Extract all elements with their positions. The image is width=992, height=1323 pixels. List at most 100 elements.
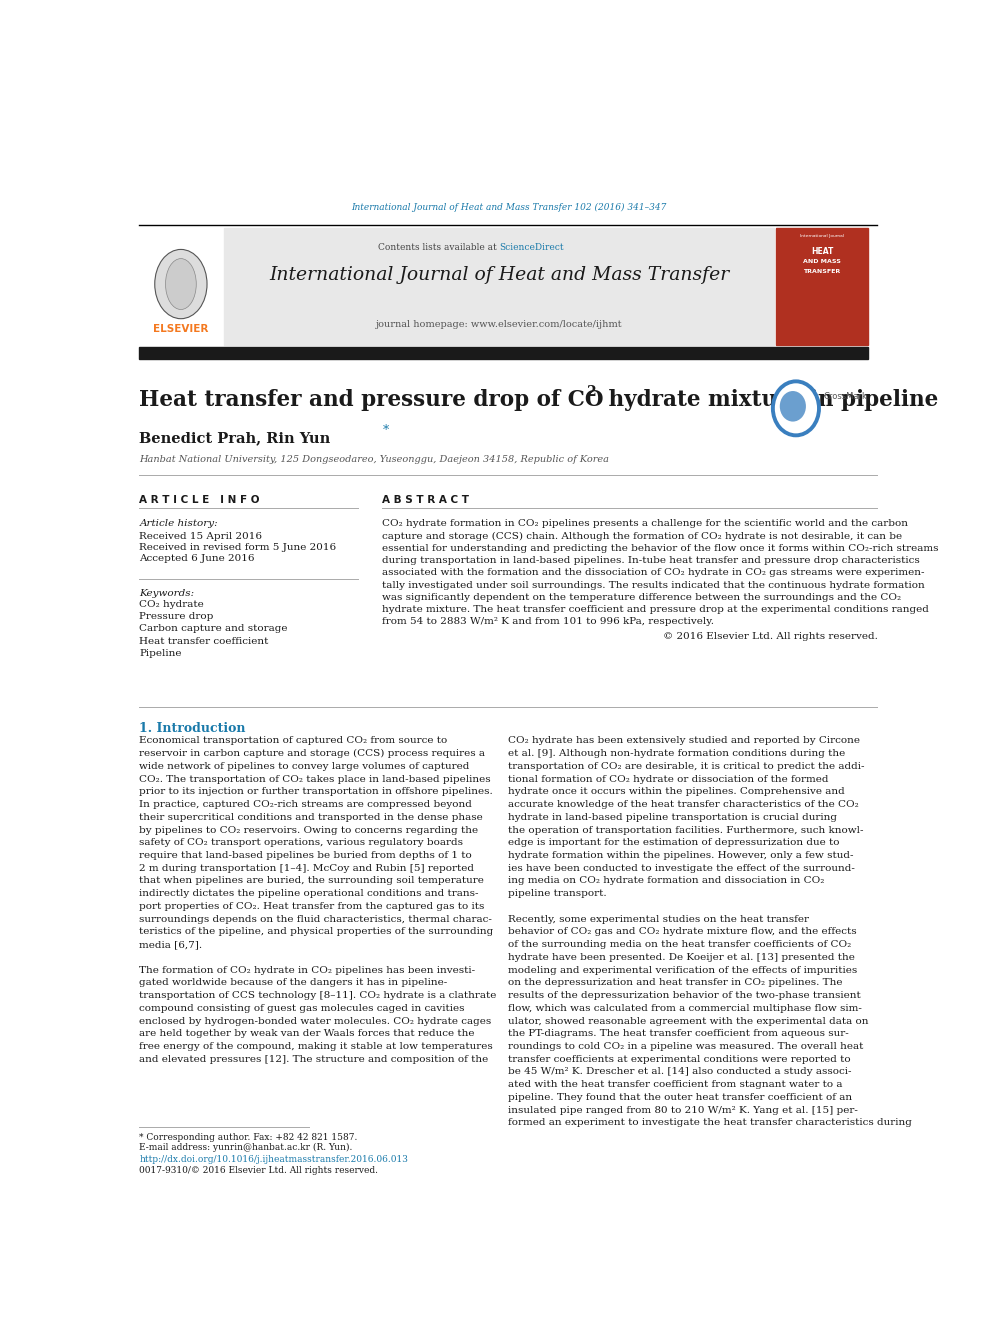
- Text: Article history:: Article history:: [139, 520, 218, 528]
- Text: pipeline. They found that the outer heat transfer coefficient of an: pipeline. They found that the outer heat…: [509, 1093, 852, 1102]
- Text: International Journal of Heat and Mass Transfer 102 (2016) 341–347: International Journal of Heat and Mass T…: [351, 202, 666, 212]
- Text: ated with the heat transfer coefficient from stagnant water to a: ated with the heat transfer coefficient …: [509, 1080, 843, 1089]
- Text: International Journal of Heat and Mass Transfer: International Journal of Heat and Mass T…: [269, 266, 729, 283]
- Text: The formation of CO₂ hydrate in CO₂ pipelines has been investi-: The formation of CO₂ hydrate in CO₂ pipe…: [139, 966, 475, 975]
- Text: of the surrounding media on the heat transfer coefficients of CO₂: of the surrounding media on the heat tra…: [509, 941, 852, 949]
- Text: ulator, showed reasonable agreement with the experimental data on: ulator, showed reasonable agreement with…: [509, 1016, 869, 1025]
- Text: Recently, some experimental studies on the heat transfer: Recently, some experimental studies on t…: [509, 914, 809, 923]
- Text: hydrate have been presented. De Koeijer et al. [13] presented the: hydrate have been presented. De Koeijer …: [509, 953, 855, 962]
- Text: Pipeline: Pipeline: [139, 648, 182, 658]
- Text: capture and storage (CCS) chain. Although the formation of CO₂ hydrate is not de: capture and storage (CCS) chain. Althoug…: [382, 532, 902, 541]
- Text: HEAT: HEAT: [810, 247, 833, 257]
- Text: gated worldwide because of the dangers it has in pipeline-: gated worldwide because of the dangers i…: [139, 978, 447, 987]
- Text: associated with the formation and the dissociation of CO₂ hydrate in CO₂ gas str: associated with the formation and the di…: [382, 569, 925, 577]
- Ellipse shape: [166, 258, 196, 310]
- Text: port properties of CO₂. Heat transfer from the captured gas to its: port properties of CO₂. Heat transfer fr…: [139, 902, 485, 912]
- Text: ies have been conducted to investigate the effect of the surround-: ies have been conducted to investigate t…: [509, 864, 855, 873]
- Text: from 54 to 2883 W/m² K and from 101 to 996 kPa, respectively.: from 54 to 2883 W/m² K and from 101 to 9…: [382, 617, 713, 626]
- Text: safety of CO₂ transport operations, various regulatory boards: safety of CO₂ transport operations, vari…: [139, 839, 463, 847]
- Text: *: *: [382, 423, 389, 437]
- Text: CO₂ hydrate has been extensively studied and reported by Circone: CO₂ hydrate has been extensively studied…: [509, 737, 860, 745]
- Text: enclosed by hydrogen-bonded water molecules. CO₂ hydrate cages: enclosed by hydrogen-bonded water molecu…: [139, 1016, 492, 1025]
- Text: flow, which was calculated from a commercial multiphase flow sim-: flow, which was calculated from a commer…: [509, 1004, 862, 1013]
- Text: ScienceDirect: ScienceDirect: [499, 243, 563, 253]
- Text: pipeline transport.: pipeline transport.: [509, 889, 607, 898]
- Text: A B S T R A C T: A B S T R A C T: [382, 495, 468, 505]
- Text: hydrate once it occurs within the pipelines. Comprehensive and: hydrate once it occurs within the pipeli…: [509, 787, 845, 796]
- Text: reservoir in carbon capture and storage (CCS) process requires a: reservoir in carbon capture and storage …: [139, 749, 485, 758]
- Text: Keywords:: Keywords:: [139, 589, 194, 598]
- Ellipse shape: [780, 392, 806, 422]
- Text: during transportation in land-based pipelines. In-tube heat transfer and pressur: during transportation in land-based pipe…: [382, 556, 920, 565]
- Text: media [6,7].: media [6,7].: [139, 941, 202, 949]
- Text: et al. [9]. Although non-hydrate formation conditions during the: et al. [9]. Although non-hydrate formati…: [509, 749, 845, 758]
- Text: modeling and experimental verification of the effects of impurities: modeling and experimental verification o…: [509, 966, 858, 975]
- Text: hydrate formation within the pipelines. However, only a few stud-: hydrate formation within the pipelines. …: [509, 851, 854, 860]
- Text: Accepted 6 June 2016: Accepted 6 June 2016: [139, 554, 255, 564]
- Text: be 45 W/m² K. Drescher et al. [14] also conducted a study associ-: be 45 W/m² K. Drescher et al. [14] also …: [509, 1068, 852, 1077]
- Text: journal homepage: www.elsevier.com/locate/ijhmt: journal homepage: www.elsevier.com/locat…: [376, 320, 623, 328]
- Text: was significantly dependent on the temperature difference between the surroundin: was significantly dependent on the tempe…: [382, 593, 901, 602]
- Text: the operation of transportation facilities. Furthermore, such knowl-: the operation of transportation faciliti…: [509, 826, 864, 835]
- Text: hydrate in land-based pipeline transportation is crucial during: hydrate in land-based pipeline transport…: [509, 812, 837, 822]
- Bar: [776, 228, 868, 345]
- Text: prior to its injection or further transportation in offshore pipelines.: prior to its injection or further transp…: [139, 787, 493, 796]
- Text: Benedict Prah, Rin Yun: Benedict Prah, Rin Yun: [139, 431, 330, 445]
- Text: Pressure drop: Pressure drop: [139, 613, 213, 620]
- Text: 1. Introduction: 1. Introduction: [139, 722, 246, 736]
- Text: http://dx.doi.org/10.1016/j.ijheatmasstransfer.2016.06.013: http://dx.doi.org/10.1016/j.ijheatmasstr…: [139, 1155, 409, 1164]
- Text: Contents lists available at: Contents lists available at: [378, 243, 499, 253]
- Text: surroundings depends on the fluid characteristics, thermal charac-: surroundings depends on the fluid charac…: [139, 914, 492, 923]
- Text: Heat transfer coefficient: Heat transfer coefficient: [139, 636, 269, 646]
- Text: A R T I C L E   I N F O: A R T I C L E I N F O: [139, 495, 260, 505]
- Text: TRANSFER: TRANSFER: [804, 269, 840, 274]
- Text: In practice, captured CO₂-rich streams are compressed beyond: In practice, captured CO₂-rich streams a…: [139, 800, 472, 810]
- Bar: [139, 347, 868, 360]
- Text: Received 15 April 2016: Received 15 April 2016: [139, 532, 262, 541]
- Text: 0017-9310/© 2016 Elsevier Ltd. All rights reserved.: 0017-9310/© 2016 Elsevier Ltd. All right…: [139, 1167, 378, 1175]
- Text: require that land-based pipelines be buried from depths of 1 to: require that land-based pipelines be bur…: [139, 851, 472, 860]
- Ellipse shape: [773, 381, 819, 435]
- Text: transportation of CCS technology [8–11]. CO₂ hydrate is a clathrate: transportation of CCS technology [8–11].…: [139, 991, 497, 1000]
- Text: insulated pipe ranged from 80 to 210 W/m² K. Yang et al. [15] per-: insulated pipe ranged from 80 to 210 W/m…: [509, 1106, 858, 1115]
- Text: and elevated pressures [12]. The structure and composition of the: and elevated pressures [12]. The structu…: [139, 1054, 489, 1064]
- Text: are held together by weak van der Waals forces that reduce the: are held together by weak van der Waals …: [139, 1029, 475, 1039]
- Text: hydrate mixture in pipeline: hydrate mixture in pipeline: [601, 389, 938, 411]
- Text: results of the depressurization behavior of the two-phase transient: results of the depressurization behavior…: [509, 991, 861, 1000]
- Text: essential for understanding and predicting the behavior of the flow once it form: essential for understanding and predicti…: [382, 544, 938, 553]
- Text: the PT-diagrams. The heat transfer coefficient from aqueous sur-: the PT-diagrams. The heat transfer coeff…: [509, 1029, 849, 1039]
- Text: 2: 2: [586, 385, 595, 400]
- Text: Economical transportation of captured CO₂ from source to: Economical transportation of captured CO…: [139, 737, 447, 745]
- Text: free energy of the compound, making it stable at low temperatures: free energy of the compound, making it s…: [139, 1043, 493, 1050]
- Text: on the depressurization and heat transfer in CO₂ pipelines. The: on the depressurization and heat transfe…: [509, 978, 843, 987]
- Ellipse shape: [155, 250, 207, 319]
- Text: E-mail address: yunrin@hanbat.ac.kr (R. Yun).: E-mail address: yunrin@hanbat.ac.kr (R. …: [139, 1143, 353, 1152]
- Text: by pipelines to CO₂ reservoirs. Owing to concerns regarding the: by pipelines to CO₂ reservoirs. Owing to…: [139, 826, 478, 835]
- Text: © 2016 Elsevier Ltd. All rights reserved.: © 2016 Elsevier Ltd. All rights reserved…: [663, 632, 878, 642]
- Text: tally investigated under soil surroundings. The results indicated that the conti: tally investigated under soil surroundin…: [382, 581, 925, 590]
- Text: transportation of CO₂ are desirable, it is critical to predict the addi-: transportation of CO₂ are desirable, it …: [509, 762, 865, 771]
- Text: formed an experiment to investigate the heat transfer characteristics during: formed an experiment to investigate the …: [509, 1118, 913, 1127]
- Text: Heat transfer and pressure drop of CO: Heat transfer and pressure drop of CO: [139, 389, 604, 411]
- Text: ELSEVIER: ELSEVIER: [153, 324, 208, 333]
- Text: tional formation of CO₂ hydrate or dissociation of the formed: tional formation of CO₂ hydrate or disso…: [509, 774, 829, 783]
- Text: * Corresponding author. Fax: +82 42 821 1587.: * Corresponding author. Fax: +82 42 821 …: [139, 1132, 358, 1142]
- Text: CO₂ hydrate formation in CO₂ pipelines presents a challenge for the scientific w: CO₂ hydrate formation in CO₂ pipelines p…: [382, 520, 908, 528]
- Text: their supercritical conditions and transported in the dense phase: their supercritical conditions and trans…: [139, 812, 483, 822]
- Bar: [139, 228, 222, 345]
- Text: teristics of the pipeline, and physical properties of the surrounding: teristics of the pipeline, and physical …: [139, 927, 494, 937]
- Text: edge is important for the estimation of depressurization due to: edge is important for the estimation of …: [509, 839, 840, 847]
- Text: ing media on CO₂ hydrate formation and dissociation in CO₂: ing media on CO₂ hydrate formation and d…: [509, 876, 824, 885]
- Text: Hanbat National University, 125 Dongseodareo, Yuseonggu, Daejeon 34158, Republic: Hanbat National University, 125 Dongseod…: [139, 455, 609, 464]
- Text: CrossMark: CrossMark: [823, 392, 867, 401]
- Text: AND MASS: AND MASS: [804, 258, 841, 263]
- Bar: [224, 228, 774, 345]
- Text: indirectly dictates the pipeline operational conditions and trans-: indirectly dictates the pipeline operati…: [139, 889, 479, 898]
- Text: hydrate mixture. The heat transfer coefficient and pressure drop at the experime: hydrate mixture. The heat transfer coeff…: [382, 605, 929, 614]
- Text: transfer coefficients at experimental conditions were reported to: transfer coefficients at experimental co…: [509, 1054, 851, 1064]
- Text: Carbon capture and storage: Carbon capture and storage: [139, 624, 288, 634]
- Text: CO₂. The transportation of CO₂ takes place in land-based pipelines: CO₂. The transportation of CO₂ takes pla…: [139, 774, 491, 783]
- Text: CO₂ hydrate: CO₂ hydrate: [139, 599, 204, 609]
- Text: that when pipelines are buried, the surrounding soil temperature: that when pipelines are buried, the surr…: [139, 876, 484, 885]
- Text: accurate knowledge of the heat transfer characteristics of the CO₂: accurate knowledge of the heat transfer …: [509, 800, 859, 810]
